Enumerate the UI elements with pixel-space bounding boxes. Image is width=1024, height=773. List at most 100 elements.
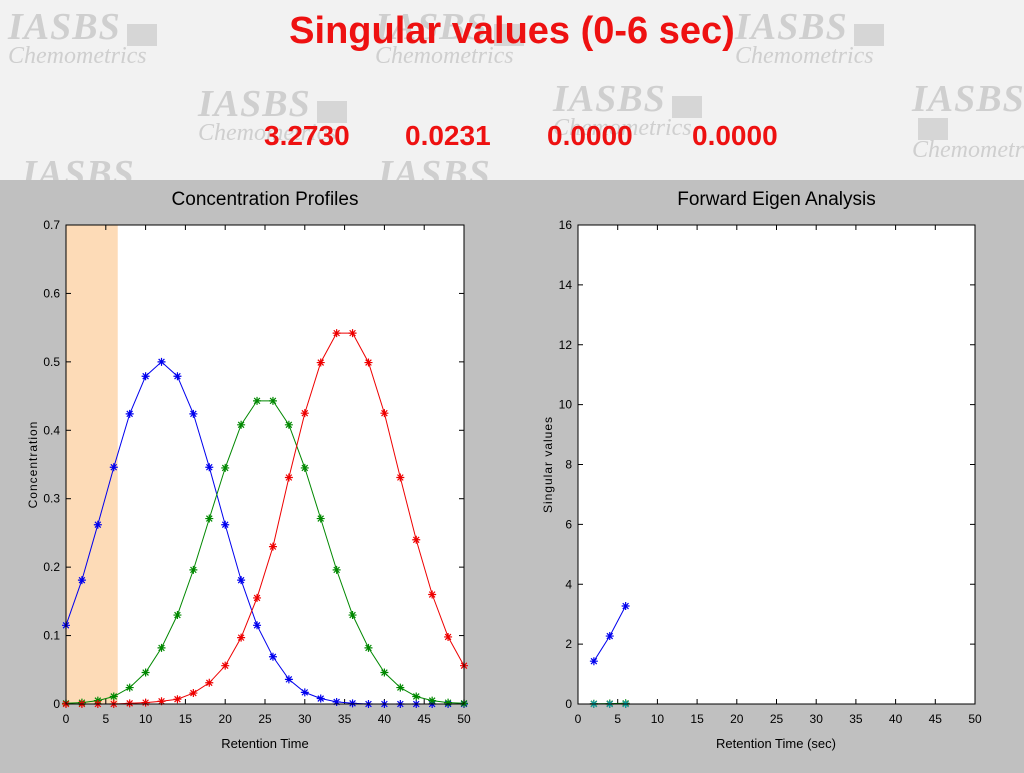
chart-title: Forward Eigen Analysis	[677, 189, 876, 210]
data-point	[622, 602, 630, 610]
slide-title: Singular values (0-6 sec)	[0, 10, 1024, 53]
x-tick-label: 30	[810, 712, 824, 726]
data-point	[173, 611, 181, 619]
data-point	[237, 576, 245, 584]
y-tick-label: 0	[565, 697, 572, 711]
data-point	[444, 699, 452, 707]
data-point	[221, 662, 229, 670]
data-point	[253, 594, 261, 602]
data-point	[317, 359, 325, 367]
y-tick-label: 0.5	[43, 355, 60, 369]
data-point	[349, 699, 357, 707]
data-point	[158, 358, 166, 366]
data-point	[606, 632, 614, 640]
data-point	[317, 515, 325, 523]
data-point	[126, 684, 134, 692]
data-point	[110, 692, 118, 700]
y-tick-label: 4	[565, 577, 572, 591]
y-tick-label: 2	[565, 637, 572, 651]
data-point	[269, 397, 277, 405]
y-tick-label: 10	[559, 398, 573, 412]
x-tick-label: 40	[378, 712, 392, 726]
data-point	[364, 644, 372, 652]
data-point	[269, 653, 277, 661]
data-point	[412, 692, 420, 700]
x-tick-label: 20	[219, 712, 233, 726]
data-point	[380, 669, 388, 677]
data-point	[269, 543, 277, 551]
data-point	[396, 474, 404, 482]
data-point	[142, 669, 150, 677]
data-point	[221, 521, 229, 529]
data-point	[364, 359, 372, 367]
data-point	[333, 566, 341, 574]
plot-background	[578, 225, 975, 704]
y-tick-label: 14	[559, 278, 573, 292]
data-point	[205, 463, 213, 471]
plot-background	[66, 225, 464, 704]
data-point	[285, 675, 293, 683]
data-point	[349, 329, 357, 337]
singular-value-1: 3.2730	[264, 120, 405, 152]
x-tick-label: 25	[770, 712, 784, 726]
data-point	[333, 698, 341, 706]
x-tick-label: 45	[418, 712, 432, 726]
singular-value-2: 0.0231	[405, 120, 547, 152]
x-tick-label: 50	[968, 712, 982, 726]
x-tick-label: 45	[929, 712, 943, 726]
x-tick-label: 40	[889, 712, 903, 726]
data-point	[205, 679, 213, 687]
data-point	[253, 397, 261, 405]
singular-value-3: 0.0000	[547, 120, 692, 152]
x-tick-label: 35	[849, 712, 863, 726]
data-point	[396, 684, 404, 692]
y-tick-label: 8	[565, 458, 572, 472]
y-tick-label: 0.3	[43, 492, 60, 506]
data-point	[412, 536, 420, 544]
x-axis-label: Retention Time	[221, 736, 308, 751]
y-tick-label: 0.2	[43, 560, 60, 574]
y-tick-label: 16	[559, 218, 573, 232]
x-tick-label: 0	[575, 712, 582, 726]
data-point	[126, 410, 134, 418]
y-tick-label: 6	[565, 517, 572, 531]
x-tick-label: 15	[690, 712, 704, 726]
data-point	[333, 329, 341, 337]
data-point	[142, 372, 150, 380]
data-point	[444, 633, 452, 641]
x-tick-label: 15	[179, 712, 193, 726]
watermark-logo: IASBS	[22, 155, 135, 180]
x-tick-label: 50	[457, 712, 471, 726]
y-axis-label: Concentration	[26, 421, 40, 509]
data-point	[221, 464, 229, 472]
data-point	[189, 689, 197, 697]
x-tick-label: 10	[651, 712, 665, 726]
data-point	[285, 474, 293, 482]
data-point	[189, 410, 197, 418]
chart-title: Concentration Profiles	[172, 189, 359, 210]
x-tick-label: 25	[258, 712, 272, 726]
data-point	[158, 644, 166, 652]
singular-value-4: 0.0000	[692, 120, 778, 152]
y-axis-label: Singular values	[541, 416, 555, 513]
data-point	[349, 611, 357, 619]
data-point	[237, 421, 245, 429]
data-point	[142, 699, 150, 707]
y-tick-label: 0.1	[43, 629, 60, 643]
data-point	[173, 695, 181, 703]
data-point	[301, 409, 309, 417]
data-point	[110, 463, 118, 471]
x-tick-label: 10	[139, 712, 153, 726]
data-point	[78, 576, 86, 584]
data-point	[317, 695, 325, 703]
data-point	[253, 621, 261, 629]
y-tick-label: 0	[53, 697, 60, 711]
y-tick-label: 0.4	[43, 423, 60, 437]
y-tick-label: 12	[559, 338, 573, 352]
data-point	[380, 409, 388, 417]
